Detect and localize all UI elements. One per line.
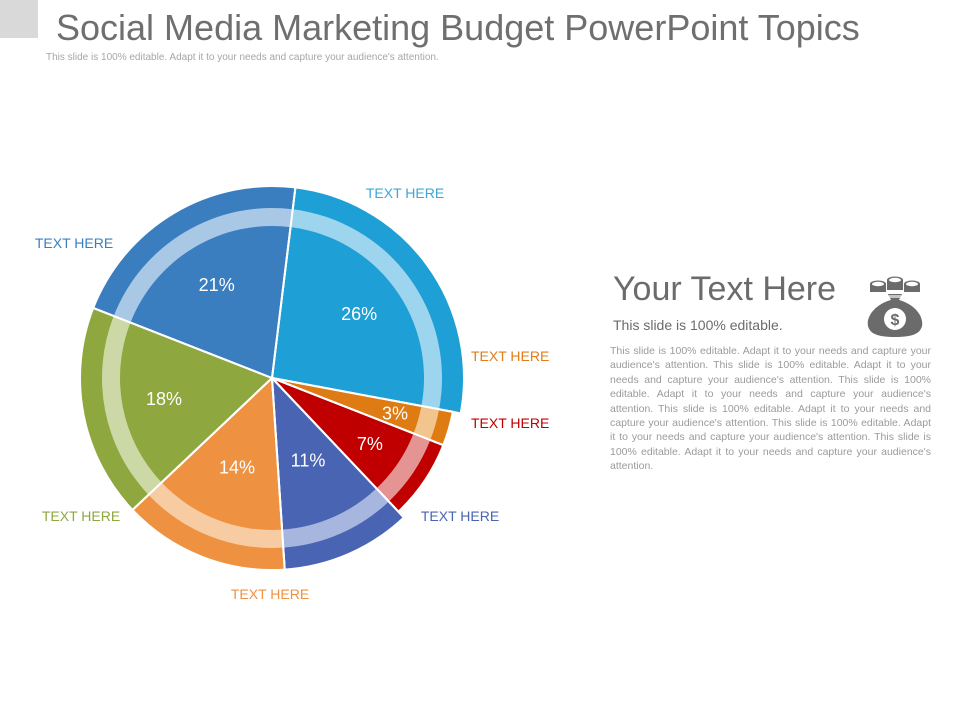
pie-separator-4: [271, 377, 286, 570]
pie-category-label-1: TEXT HERE: [471, 348, 549, 364]
pie-ring-3: [282, 488, 389, 548]
pie-ring-4: [148, 482, 283, 548]
pie-category-label-4: TEXT HERE: [231, 586, 309, 602]
pie-category-label-0: TEXT HERE: [366, 185, 444, 201]
money-bag-icon: $: [867, 276, 923, 337]
pie-value-label-6: 21%: [199, 275, 235, 295]
pie-separator-5: [131, 377, 273, 511]
pie-value-label-3: 11%: [291, 450, 326, 470]
pie-value-label-2: 7%: [357, 434, 383, 454]
side-subheading: This slide is 100% editable.: [613, 317, 783, 333]
pie-ring-0: [290, 209, 442, 409]
pie-ring-5: [101, 316, 162, 495]
pie-value-label-5: 18%: [146, 389, 182, 409]
pie-category-label-2: TEXT HERE: [471, 415, 549, 431]
slide-title: Social Media Marketing Budget PowerPoint…: [56, 7, 860, 48]
pie-ring-1: [413, 406, 440, 440]
pie-value-label-0: 26%: [341, 304, 377, 324]
svg-text:$: $: [891, 312, 900, 329]
pie-value-label-4: 14%: [219, 457, 255, 477]
slide-subtitle: This slide is 100% editable. Adapt it to…: [46, 52, 439, 63]
pie-category-label-3: TEXT HERE: [421, 508, 499, 524]
pie-category-label-5: TEXT HERE: [42, 508, 120, 524]
corner-decoration: [0, 0, 38, 38]
pie-ring-2: [376, 433, 431, 502]
pie-separator-0: [271, 187, 297, 379]
pie-separator-1: [271, 377, 454, 413]
pie-value-label-1: 3%: [382, 403, 408, 423]
pie-category-label-6: TEXT HERE: [35, 235, 113, 251]
pie-ring-6: [113, 208, 293, 323]
pie-separator-2: [271, 377, 444, 447]
pie-slice-4: [131, 375, 286, 571]
pie-separator-6: [92, 307, 273, 379]
side-heading: Your Text Here: [613, 270, 837, 308]
pie-separator-3: [271, 377, 405, 519]
side-body-text: This slide is 100% editable. Adapt it to…: [610, 345, 931, 473]
pie-slice-6: [91, 185, 297, 380]
pie-slice-0: [270, 186, 465, 415]
pie-slice-3: [270, 375, 406, 571]
